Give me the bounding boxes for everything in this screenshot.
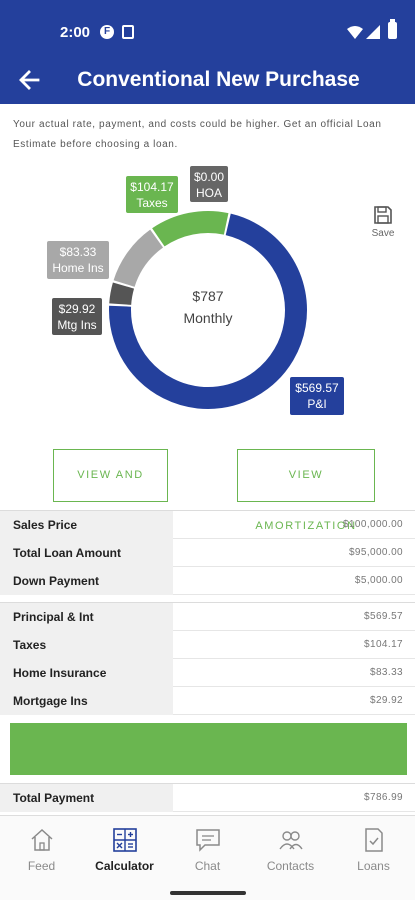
table-row: Principal & Int $569.57 (0, 603, 415, 631)
divider (0, 510, 415, 511)
row-value: $786.99 (173, 784, 415, 812)
row-label: Home Insurance (0, 659, 173, 687)
battery-icon (388, 19, 397, 39)
row-value: $95,000.00 (173, 539, 415, 567)
chat-icon (195, 829, 220, 852)
row-value: $29.92 (173, 687, 415, 715)
save-icon (374, 206, 392, 224)
divider (0, 783, 415, 784)
status-time: 2:00 (60, 24, 91, 41)
total-row: Total Payment $786.99 (0, 784, 415, 812)
home-indicator (170, 891, 246, 895)
green-banner (10, 723, 407, 775)
row-value: $83.33 (173, 659, 415, 687)
row-label: Sales Price (0, 511, 173, 539)
table-row: Home Insurance $83.33 (0, 659, 415, 687)
disclaimer-text: Your actual rate, payment, and costs cou… (13, 119, 382, 150)
payment-donut-chart (109, 211, 307, 409)
row-label: Principal & Int (0, 603, 173, 631)
nav-label: Calculator (95, 859, 154, 873)
nav-label: Feed (27, 859, 56, 873)
f-badge-icon: F (100, 25, 114, 39)
donut-slice-home-ins (113, 229, 164, 288)
table-row: Sales Price $100,000.00 (0, 511, 415, 539)
slice-label: Taxes (136, 196, 168, 210)
row-label: Total Loan Amount (0, 539, 173, 567)
nav-item-chat[interactable]: Chat (166, 816, 249, 886)
home-icon (30, 828, 53, 851)
slice-value: $104.17 (130, 180, 174, 194)
arrow-left-icon[interactable] (18, 66, 48, 94)
donut-slice-taxes (152, 211, 229, 247)
row-value: $104.17 (173, 631, 415, 659)
nav-item-contacts[interactable]: Contacts (249, 816, 332, 886)
donut-slice-p-i (109, 213, 307, 409)
slice-tag-taxes: $104.17 Taxes (126, 176, 178, 213)
table-row: Down Payment $5,000.00 (0, 567, 415, 595)
signal-icon (366, 25, 380, 39)
slice-value: $29.92 (58, 302, 96, 316)
nav-item-loans[interactable]: Loans (332, 816, 415, 886)
chart-center-amount: $787 (192, 288, 224, 304)
nav-label: Contacts (266, 859, 315, 873)
contacts-icon (278, 831, 303, 850)
page-title: Conventional New Purchase (77, 68, 360, 91)
divider (0, 602, 415, 603)
nav-item-calculator[interactable]: Calculator (83, 816, 166, 886)
wifi-icon (347, 26, 363, 39)
slice-tag-mtg-ins: $29.92 Mtg Ins (52, 298, 102, 335)
table-row: Total Loan Amount $95,000.00 (0, 539, 415, 567)
save-button[interactable]: Save (368, 205, 398, 243)
bottom-nav: Feed Calculator Chat (0, 815, 415, 900)
row-label: Taxes (0, 631, 173, 659)
row-value: $5,000.00 (173, 567, 415, 595)
slice-tag-hoa: $0.00 HOA (190, 166, 228, 202)
view-amortization-button[interactable]: VIEW AMORTIZATION (237, 449, 375, 532)
slice-label: HOA (195, 186, 222, 200)
nav-label: Chat (194, 859, 221, 873)
row-value: $569.57 (173, 603, 415, 631)
slice-value: $0.00 (193, 170, 225, 184)
calculator-icon (112, 828, 137, 852)
row-value: $100,000.00 (173, 511, 415, 539)
table-row: Mortgage Ins $29.92 (0, 687, 415, 715)
slice-value: $569.57 (295, 381, 339, 395)
row-label: Total Payment (0, 784, 173, 812)
slice-tag-pi: $569.57 P&I (290, 377, 344, 415)
donut-slice-mtg-ins (109, 282, 135, 306)
nav-item-feed[interactable]: Feed (0, 816, 83, 886)
slice-label: Mtg Ins (57, 318, 97, 332)
chart-center-label: Monthly (183, 310, 233, 326)
save-label: Save (371, 228, 395, 239)
sim-card-icon (122, 25, 134, 39)
slice-value: $83.33 (59, 245, 97, 259)
document-icon (364, 828, 383, 852)
slice-label: Home Ins (52, 261, 104, 275)
status-bar: 2:00 F (0, 0, 415, 56)
nav-label: Loans (357, 859, 390, 873)
app-bar: Conventional New Purchase (0, 56, 415, 104)
row-label: Down Payment (0, 567, 173, 595)
slice-tag-home-ins: $83.33 Home Ins (47, 241, 109, 279)
table-row: Taxes $104.17 (0, 631, 415, 659)
slice-label: P&I (307, 397, 327, 411)
row-label: Mortgage Ins (0, 687, 173, 715)
view-and-share-button[interactable]: VIEW AND SHARE (53, 449, 168, 532)
